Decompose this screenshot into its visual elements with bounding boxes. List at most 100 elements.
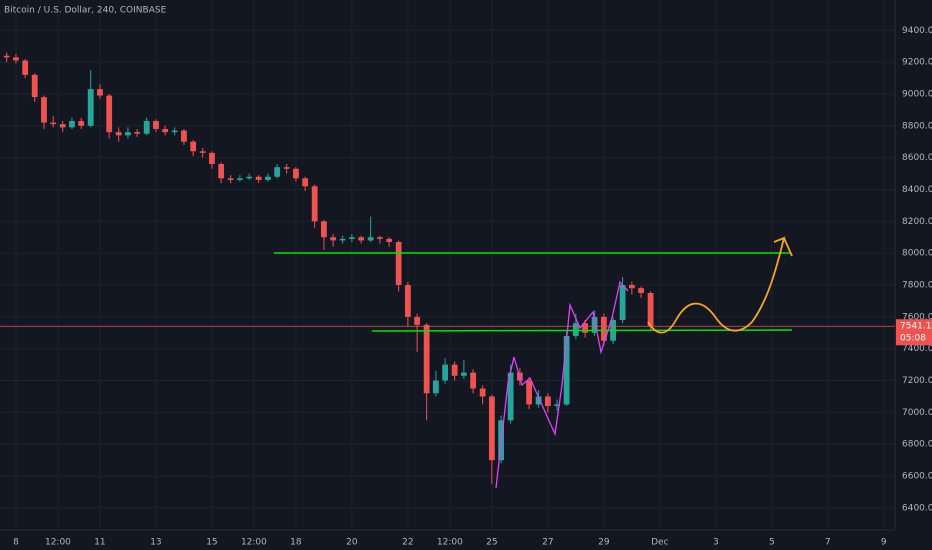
candle-body	[339, 238, 346, 241]
candle-body	[470, 372, 477, 389]
x-tick-label: 20	[346, 538, 358, 548]
y-tick-label: 7000.00	[902, 408, 932, 418]
y-tick-label: 8400.00	[902, 185, 932, 195]
countdown-label: 05:08	[900, 334, 926, 344]
candle-body	[78, 121, 85, 126]
y-tick-label: 6600.00	[902, 472, 932, 482]
candle-body	[395, 242, 402, 286]
y-tick-label: 7600.00	[902, 312, 932, 322]
candles	[0, 52, 895, 485]
y-tick-label: 8600.00	[902, 153, 932, 163]
grid	[0, 0, 895, 530]
candle-body	[563, 335, 570, 405]
candle-body	[69, 121, 75, 128]
candle-body	[125, 132, 131, 136]
candle-body	[526, 380, 532, 405]
candle-body	[115, 132, 122, 136]
candle-body	[50, 122, 57, 125]
candle-body	[190, 141, 197, 152]
y-tick-label: 7200.00	[902, 376, 932, 386]
y-tick-label: 6400.00	[902, 503, 932, 513]
candle-body	[153, 121, 159, 129]
y-tick-label: 7400.00	[902, 344, 932, 354]
zigzag	[495, 280, 629, 489]
x-tick-label: 18	[290, 538, 302, 548]
candle-body	[488, 396, 495, 461]
candle-body	[134, 132, 141, 134]
candle-body	[404, 285, 411, 317]
candle-body	[209, 152, 215, 165]
x-tick-label: 7	[825, 538, 831, 548]
y-tick-label: 9200.00	[902, 58, 932, 68]
candle-body	[199, 151, 206, 153]
candle-body	[442, 364, 449, 381]
candle-body	[218, 164, 225, 179]
candle-body	[31, 74, 38, 98]
x-tick-label: 12:00	[45, 538, 71, 548]
last-price-label: 7541.10	[900, 322, 932, 332]
candle-body	[628, 285, 635, 289]
candle-body	[460, 372, 467, 376]
candle-body	[376, 237, 383, 239]
candle-body	[367, 237, 374, 241]
candle-body	[507, 372, 514, 421]
y-tick-label: 8000.00	[902, 249, 932, 259]
candle-body	[432, 380, 439, 394]
candle-body	[293, 168, 299, 179]
candle-body	[171, 130, 178, 133]
candle-body	[97, 89, 103, 96]
x-tick-label: 25	[486, 538, 497, 548]
x-tick-label: 22	[402, 538, 413, 548]
y-tick-label: 6800.00	[902, 440, 932, 450]
candle-body	[358, 237, 365, 241]
y-tick-label: 8800.00	[902, 121, 932, 131]
candle-body	[162, 128, 169, 133]
candle-body	[349, 237, 355, 239]
candle-body	[321, 221, 327, 238]
candle-body	[106, 95, 113, 133]
y-tick-label: 8200.00	[902, 217, 932, 227]
candle-body	[237, 178, 243, 180]
candle-body	[647, 292, 654, 327]
drawings	[274, 236, 793, 489]
candle-body	[13, 57, 19, 61]
y-tick-label: 7800.00	[902, 281, 932, 291]
x-tick-label: 12:00	[241, 538, 267, 548]
x-tick-label: 9	[881, 538, 887, 548]
candle-body	[451, 364, 458, 376]
x-tick-label: 27	[542, 538, 553, 548]
x-tick-label: 15	[206, 538, 217, 548]
candle-body	[255, 176, 262, 180]
candle-body	[246, 176, 253, 179]
candle-body	[386, 238, 393, 243]
candle-body	[41, 97, 47, 123]
candle-body	[600, 316, 607, 341]
candle-body	[582, 323, 588, 333]
y-tick-label: 9400.00	[902, 26, 932, 36]
candle-body	[535, 396, 542, 405]
chart-title: Bitcoin / U.S. Dollar, 240, COINBASE	[4, 6, 167, 16]
x-tick-label: 12:00	[437, 538, 463, 548]
candle-body	[283, 167, 290, 169]
candle-body	[59, 124, 66, 128]
x-tick-label: 29	[598, 538, 610, 548]
x-tick-label: Dec	[651, 538, 668, 548]
candle-body	[265, 176, 271, 180]
y-tick-label: 9000.00	[902, 89, 932, 99]
candle-body	[181, 130, 187, 142]
axis-labels: 6400.00 6600.00 6800.00 7000.00 7200.00 7400.…	[13, 26, 932, 548]
candle-body	[274, 167, 281, 177]
candle-body	[330, 237, 337, 241]
support-line	[371, 329, 793, 332]
x-tick-label: 11	[94, 538, 105, 548]
candle-body	[544, 396, 551, 407]
x-tick-label: 3	[713, 538, 719, 548]
candle-body	[227, 178, 234, 180]
candle-body	[423, 324, 430, 394]
candle-body	[479, 388, 486, 397]
candle-body	[3, 55, 10, 58]
candle-body	[619, 285, 626, 321]
candle-body	[87, 89, 94, 126]
